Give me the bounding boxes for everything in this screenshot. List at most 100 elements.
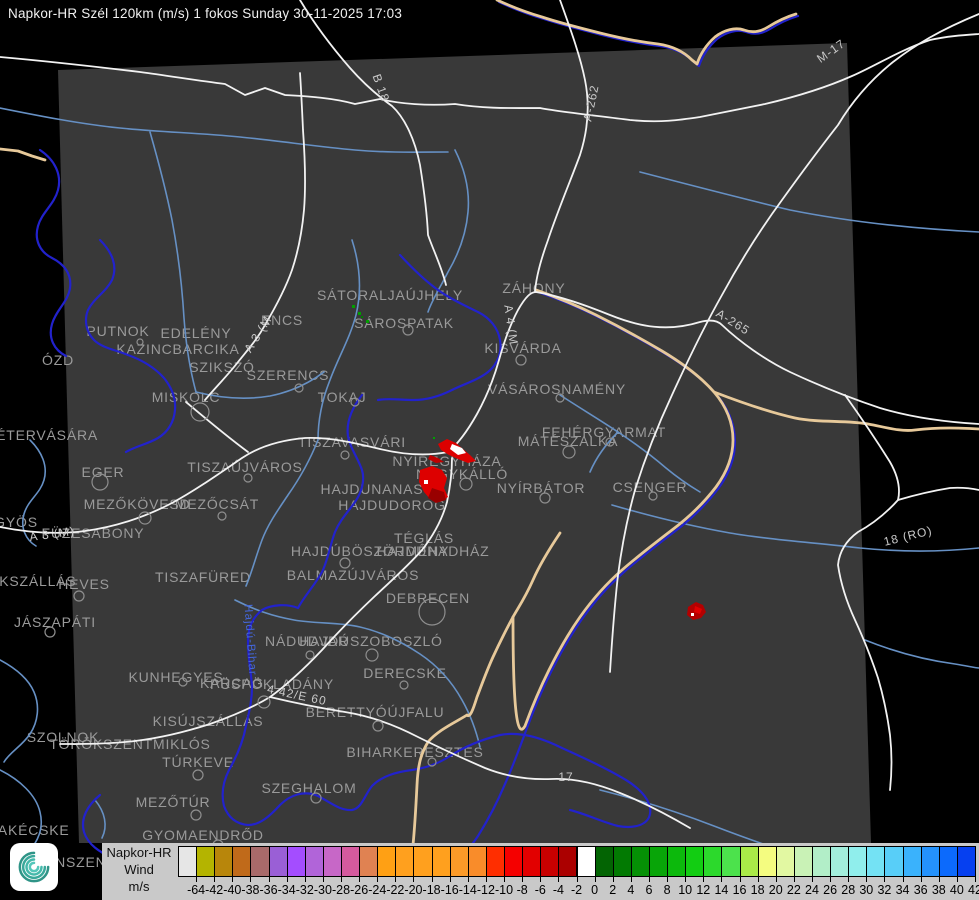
color-scale-cell bbox=[811, 846, 832, 877]
scale-tick-label: 16 bbox=[732, 883, 747, 897]
scale-tick bbox=[648, 877, 650, 882]
city-label: TÖRÖKSZENTMIKLÓS bbox=[49, 736, 211, 752]
scale-tick bbox=[576, 877, 578, 882]
scale-tick-label: 32 bbox=[877, 883, 892, 897]
city-label: BALMAZÚJVÁROS bbox=[286, 567, 420, 583]
color-scale-cell bbox=[431, 846, 451, 877]
scale-tick bbox=[540, 877, 542, 882]
city-label: JÁSZAPÁTI bbox=[14, 614, 96, 630]
scale-tick-label: 38 bbox=[931, 883, 946, 897]
color-scale-cell bbox=[395, 846, 415, 877]
scale-tick bbox=[449, 877, 451, 882]
scale-tick-label: -10 bbox=[494, 883, 514, 897]
scale-tick-label: 12 bbox=[696, 883, 711, 897]
road-label: B 18 bbox=[369, 72, 393, 104]
scale-tick-label: 8 bbox=[663, 883, 671, 897]
scale-tick-label: -40 bbox=[223, 883, 242, 897]
wind-color-scale: -64 -42 -40 -38 -36 -34 -32 -30 -28 -26 -24 -22 -20-… bbox=[178, 846, 979, 897]
scale-tick-label: 6 bbox=[645, 883, 653, 897]
scale-tick-label: -6 bbox=[534, 883, 546, 897]
color-scale-cell bbox=[232, 846, 252, 877]
color-scale-cell bbox=[304, 846, 324, 877]
scale-tick-label: 40 bbox=[949, 883, 964, 897]
scale-tick bbox=[504, 877, 506, 882]
scale-tick bbox=[703, 877, 705, 882]
city-label: KARCAG bbox=[200, 675, 264, 691]
scale-tick-label: 4 bbox=[627, 883, 635, 897]
color-scale-cell bbox=[721, 846, 741, 877]
scale-tick-label: -22 bbox=[386, 883, 405, 897]
color-scale-cell bbox=[449, 846, 469, 877]
scale-tick-label: -36 bbox=[259, 883, 278, 897]
legend-parameter: Wind bbox=[124, 862, 154, 877]
city-label: HAJDUNANAS bbox=[320, 481, 424, 497]
city-label: KUNHEGYES bbox=[128, 669, 224, 685]
city-label: FÜZESABONY bbox=[41, 525, 145, 541]
scale-tick-label: -38 bbox=[241, 883, 260, 897]
scale-tick bbox=[757, 877, 759, 882]
scale-tick bbox=[268, 877, 270, 882]
scale-tick bbox=[775, 877, 777, 882]
city-label: FEHÉRGYARMAT bbox=[541, 424, 667, 440]
city-outline-rings bbox=[44, 324, 658, 851]
city-label: GYÖS bbox=[0, 514, 38, 530]
color-scale-cell bbox=[322, 846, 343, 877]
scale-tick bbox=[920, 877, 922, 882]
city-label: TOKAJ bbox=[317, 389, 367, 405]
river-lines bbox=[0, 107, 979, 853]
city-label: DERECSKE bbox=[363, 665, 447, 681]
color-scale-cell bbox=[685, 846, 705, 877]
scale-tick-label: 14 bbox=[714, 883, 729, 897]
color-scale-cell bbox=[757, 846, 777, 877]
color-scale-cell bbox=[522, 846, 542, 877]
city-label: PÉTERVÁSÁRA bbox=[0, 427, 99, 443]
city-label: MÁTÉSZALKA bbox=[517, 433, 619, 449]
color-scale-cell bbox=[830, 846, 850, 877]
scale-tick-label: -34 bbox=[277, 883, 296, 897]
scale-tick-label: -24 bbox=[368, 883, 387, 897]
scale-tick-label: 28 bbox=[841, 883, 856, 897]
scale-tick-label: -32 bbox=[295, 883, 314, 897]
legend-titles: Napkor-HR Wind m/s bbox=[102, 844, 176, 895]
color-scale-cell bbox=[920, 846, 940, 877]
color-scale-cell bbox=[576, 846, 596, 877]
color-scale-cell bbox=[214, 846, 234, 877]
color-scale-cell bbox=[938, 846, 958, 877]
color-scale-cell bbox=[775, 846, 795, 877]
scale-tick bbox=[341, 877, 343, 882]
scale-tick bbox=[685, 877, 687, 882]
scale-tick bbox=[848, 877, 850, 882]
scale-tick-label: 36 bbox=[913, 883, 928, 897]
color-scale-cell bbox=[594, 846, 614, 877]
scale-tick-label: -64 bbox=[187, 883, 206, 897]
scale-tick bbox=[214, 877, 216, 882]
city-label: SZOLNOK bbox=[26, 729, 100, 745]
city-label: TISZAÚJVÁROS bbox=[187, 459, 303, 475]
city-label: HAJDUDOROG bbox=[338, 497, 446, 513]
city-label: CSENGER bbox=[612, 479, 688, 495]
wind-echoes bbox=[352, 305, 706, 620]
scale-tick-label: -20 bbox=[404, 883, 423, 897]
scale-tick bbox=[902, 877, 904, 882]
road-label: 4 42/E 60 bbox=[266, 681, 328, 709]
scale-tick bbox=[630, 877, 632, 882]
city-label: PUTNOK bbox=[86, 323, 150, 339]
city-label: ENCS bbox=[260, 312, 304, 328]
scale-tick bbox=[467, 877, 469, 882]
city-label: DEBRECEN bbox=[385, 590, 471, 606]
scale-tick-label: -42 bbox=[205, 883, 224, 897]
road-label: A 3 (M bbox=[241, 313, 275, 355]
city-label: GYOMAENDRŐD bbox=[142, 827, 264, 843]
scale-tick bbox=[793, 877, 795, 882]
city-label: SÁTORALJAÚJHELY bbox=[316, 287, 464, 303]
scale-tick bbox=[739, 877, 741, 882]
scale-tick-label: -8 bbox=[516, 883, 528, 897]
color-scale-cell bbox=[286, 846, 306, 877]
city-label: OKSZÁLLÁS bbox=[0, 573, 77, 589]
scale-tick-label: 42 bbox=[968, 883, 979, 897]
scale-tick bbox=[975, 877, 976, 882]
spiral-icon bbox=[18, 851, 50, 883]
road-label: A-265 bbox=[713, 306, 753, 338]
white-roads bbox=[0, 0, 979, 829]
